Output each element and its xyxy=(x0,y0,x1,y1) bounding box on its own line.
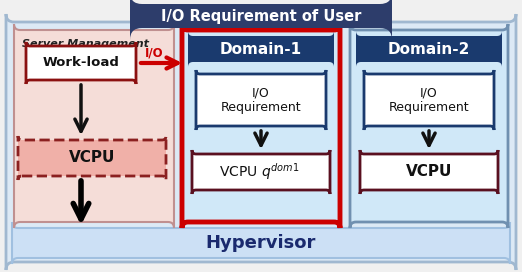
FancyBboxPatch shape xyxy=(18,136,166,180)
Text: I/O
Requirement: I/O Requirement xyxy=(221,86,301,114)
Text: I/O Requirement of User: I/O Requirement of User xyxy=(161,8,361,23)
Text: VCPU $q^{dom1}$: VCPU $q^{dom1}$ xyxy=(219,162,299,183)
Text: Server Management: Server Management xyxy=(22,39,149,49)
Text: Domain-2: Domain-2 xyxy=(388,42,470,57)
Text: VCPU: VCPU xyxy=(406,165,452,180)
Text: VCPU: VCPU xyxy=(69,150,115,165)
FancyBboxPatch shape xyxy=(356,31,502,67)
FancyBboxPatch shape xyxy=(130,0,392,40)
FancyBboxPatch shape xyxy=(360,150,498,194)
FancyBboxPatch shape xyxy=(6,14,516,270)
Text: Work-load: Work-load xyxy=(43,57,120,70)
Text: Hypervisor: Hypervisor xyxy=(206,234,316,252)
FancyBboxPatch shape xyxy=(14,24,174,228)
FancyBboxPatch shape xyxy=(188,31,334,67)
FancyBboxPatch shape xyxy=(192,150,330,194)
Text: Domain-1: Domain-1 xyxy=(220,42,302,57)
FancyBboxPatch shape xyxy=(196,70,326,130)
Text: I/O: I/O xyxy=(145,47,163,60)
FancyBboxPatch shape xyxy=(364,70,494,130)
FancyBboxPatch shape xyxy=(12,222,510,264)
Text: I/O
Requirement: I/O Requirement xyxy=(389,86,469,114)
FancyBboxPatch shape xyxy=(182,24,340,228)
FancyBboxPatch shape xyxy=(26,42,136,84)
FancyBboxPatch shape xyxy=(350,24,508,228)
